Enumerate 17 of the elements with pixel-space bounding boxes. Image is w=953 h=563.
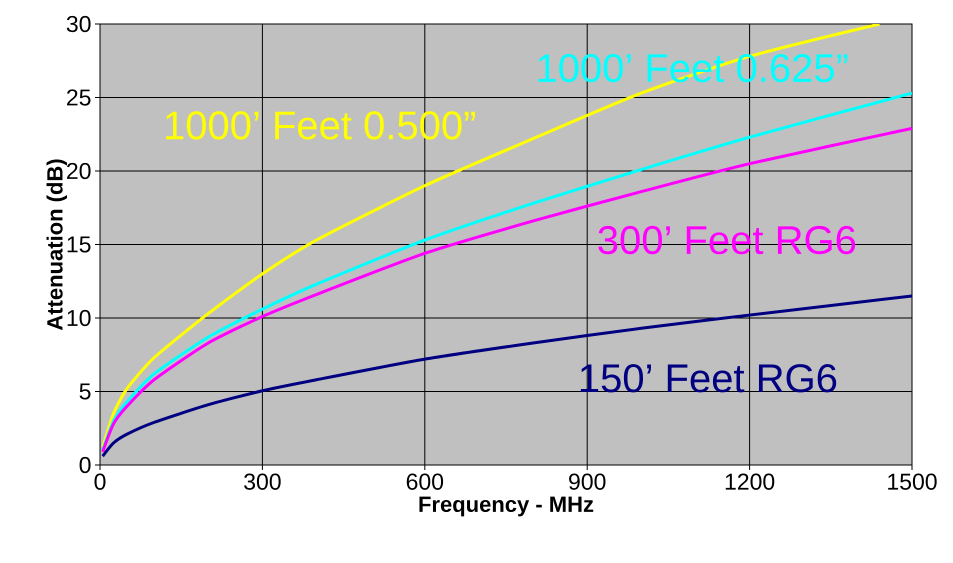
- y-tick-label: 25: [67, 89, 90, 106]
- x-tick-label: 0: [94, 474, 106, 490]
- x-tick-label: 600: [406, 474, 444, 490]
- y-tick-label: 5: [80, 383, 91, 400]
- y-tick-label: 30: [66, 16, 91, 32]
- line-series: [101, 294, 912, 458]
- x-tick-label: 1200: [726, 474, 774, 490]
- x-axis-title: Frequency - MHz: [419, 496, 594, 516]
- line-series: [101, 24, 882, 449]
- y-tick-label: 20: [67, 162, 91, 180]
- x-tick-label: 300: [244, 474, 281, 490]
- x-tick-label: 1500: [888, 474, 937, 490]
- y-tick-label: 10: [68, 310, 91, 326]
- y-axis-title: Attenuation (dB): [46, 159, 68, 330]
- y-tick-label: 0: [80, 456, 91, 474]
- x-tick-label: 900: [569, 474, 606, 490]
- y-tick-label: 15: [68, 236, 90, 253]
